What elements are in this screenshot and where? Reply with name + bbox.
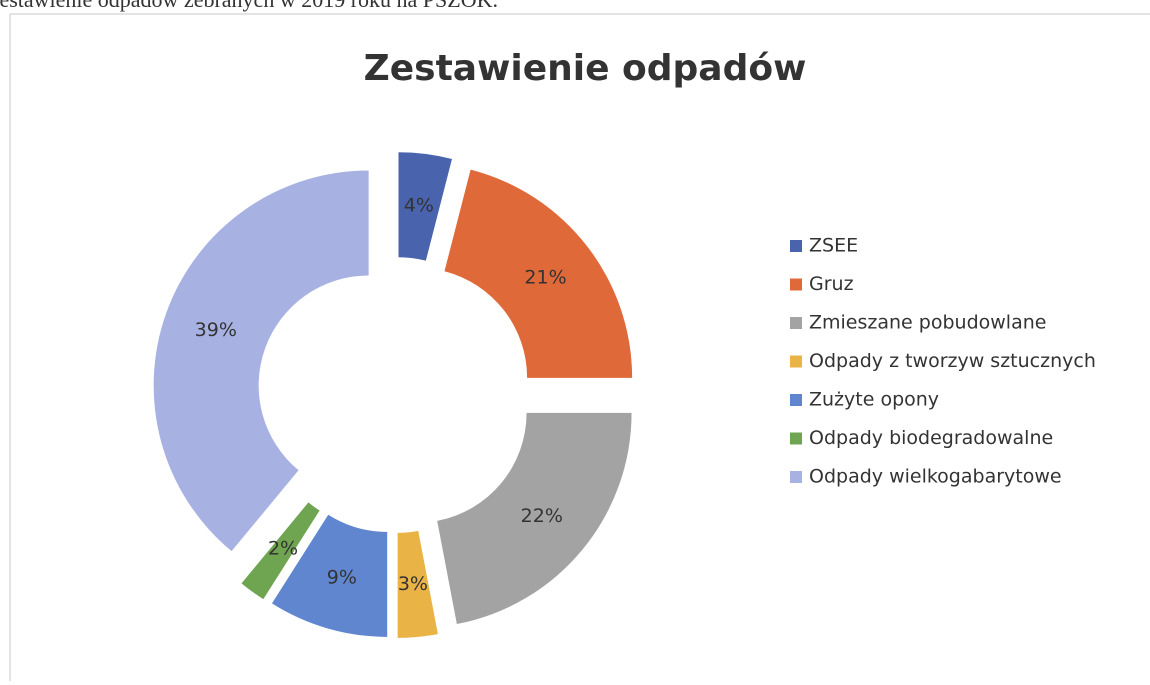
legend-label: Zmieszane pobudowlane — [809, 312, 1046, 334]
donut-slice — [398, 152, 452, 261]
donut-slice — [153, 170, 369, 552]
data-label: 22% — [521, 505, 563, 527]
legend-label: Odpady wielkogabarytowe — [809, 466, 1062, 488]
data-label: 4% — [404, 195, 434, 217]
donut-slice — [397, 530, 438, 638]
data-label: 2% — [268, 538, 298, 560]
data-label: 39% — [195, 319, 237, 341]
legend-swatch — [790, 240, 802, 252]
data-label: 21% — [524, 267, 566, 289]
legend-swatch — [790, 317, 802, 329]
donut-slice — [241, 502, 320, 600]
donut-slice — [271, 514, 388, 637]
legend-label: Odpady biodegradowalne — [809, 427, 1053, 449]
legend-label: Zużyte opony — [809, 389, 939, 411]
legend-swatch — [790, 471, 802, 483]
legend-swatch — [790, 278, 802, 291]
legend-label: Gruz — [809, 273, 854, 295]
legend-label: Odpady z tworzyw sztucznych — [809, 350, 1096, 372]
data-label: 9% — [327, 566, 357, 588]
data-label: 3% — [398, 573, 428, 595]
donut-slice — [437, 412, 632, 625]
legend-swatch — [790, 394, 802, 406]
legend-swatch — [790, 355, 802, 368]
donut-slice — [444, 169, 633, 378]
caption: Zestawienie odpadów zebranych w 2019 rok… — [0, 0, 498, 12]
chart-title: Zestawienie odpadów — [364, 48, 807, 89]
legend-label: ZSEE — [809, 235, 858, 257]
legend-swatch — [790, 432, 802, 445]
